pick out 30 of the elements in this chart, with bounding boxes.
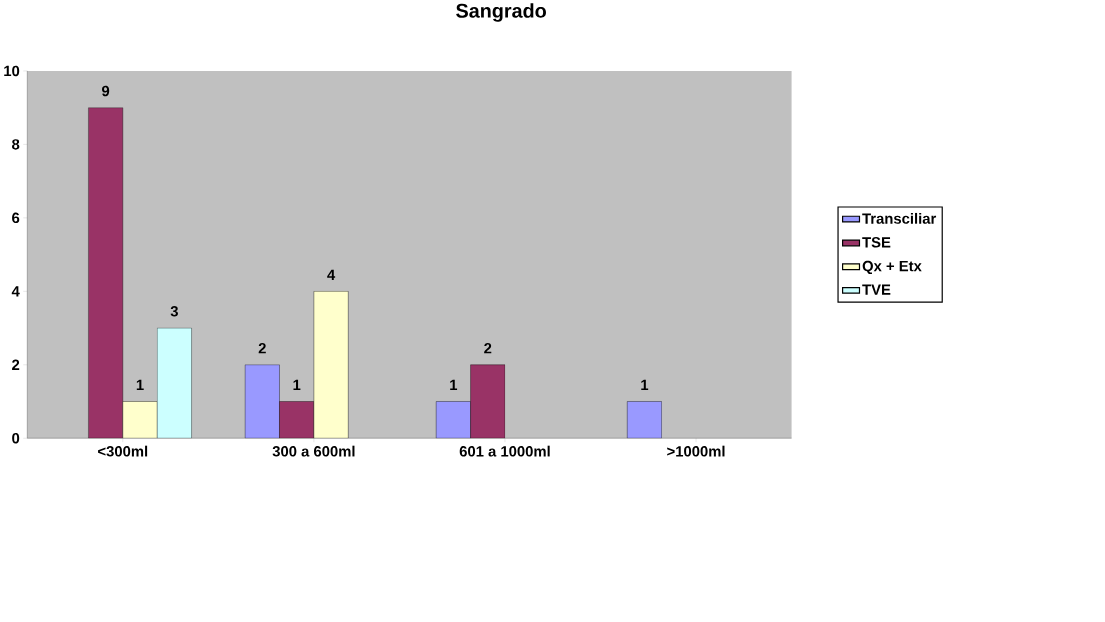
data-label: 1 — [641, 379, 649, 391]
bar — [470, 364, 506, 439]
data-label: 9 — [102, 85, 110, 97]
y-tick-label: 8 — [12, 139, 20, 150]
data-label: 2 — [258, 343, 266, 354]
y-tick-label: 4 — [11, 286, 20, 297]
y-tick-label: 6 — [12, 212, 20, 224]
data-label: 4 — [327, 269, 336, 280]
data-label: 3 — [170, 306, 178, 317]
y-tick-label: 0 — [12, 433, 20, 444]
data-label: 1 — [450, 379, 458, 391]
y-tick-label: 2 — [12, 359, 20, 371]
data-label: 1 — [293, 379, 301, 391]
legend-label: Qx + Etx — [862, 260, 922, 275]
y-tick-label: 10 — [4, 65, 20, 77]
bar — [279, 401, 315, 439]
bar — [122, 401, 158, 439]
data-label: 1 — [136, 379, 144, 391]
legend-label: TVE — [862, 284, 891, 295]
legend-label: TSE — [862, 237, 891, 248]
data-label: 2 — [484, 343, 492, 354]
bar — [313, 291, 349, 439]
chart-title: Sangrado — [456, 3, 546, 22]
bar — [627, 401, 662, 439]
x-tick-label: <300ml — [98, 445, 148, 457]
x-tick-label: 601 a 1000ml — [459, 445, 550, 457]
legend-label: Transciliar — [862, 213, 937, 224]
x-tick-label: 300 a 600ml — [272, 445, 355, 457]
bar — [88, 107, 124, 439]
x-tick-label: >1000ml — [667, 445, 725, 457]
